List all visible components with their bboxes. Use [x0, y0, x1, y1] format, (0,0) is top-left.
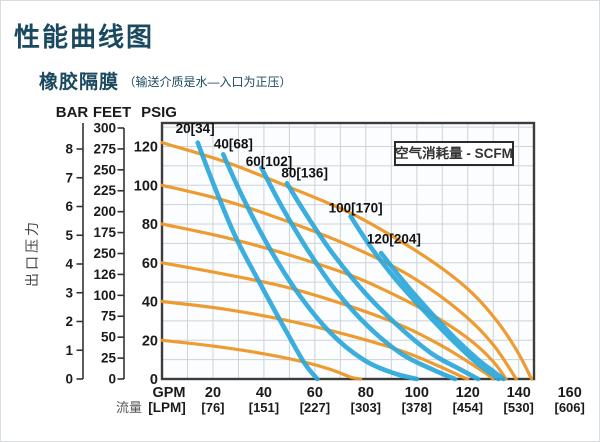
feet-tick-label: 75: [101, 309, 117, 324]
page-title: 性能曲线图: [14, 22, 155, 52]
air-curve-label: 100[170]: [329, 200, 383, 215]
feet-tick-label: 300: [93, 120, 116, 135]
plot-border: [160, 121, 536, 381]
gpm-tick-label: 80: [358, 385, 374, 401]
feet-tick-label: 250: [93, 162, 116, 177]
air-consumption-curves: [195, 140, 506, 382]
bar-tick-label: 3: [65, 285, 73, 300]
feet-tick-label: 200: [93, 204, 116, 219]
bar-axis-header: BAR: [56, 104, 89, 121]
feet-tick-label: 250: [93, 246, 116, 261]
air-curve-100[170]: [348, 214, 501, 382]
feet-tick-label: 225: [93, 183, 116, 198]
legend-label: 空气消耗量 - SCFM: [395, 145, 513, 161]
pressure-curve-60psi: [160, 261, 495, 381]
test-condition-note: （输送介质是水—入口为正压）: [123, 75, 292, 89]
gpm-unit-label: GPM: [152, 385, 185, 401]
psig-tick-label: 100: [134, 178, 158, 194]
gpm-tick-label: 160: [558, 385, 582, 401]
lpm-tick-label: [454]: [453, 400, 483, 415]
gpm-tick-label: 100: [405, 385, 429, 401]
legend: 空气消耗量 - SCFM: [394, 141, 514, 166]
psig-tick-label: 60: [142, 256, 158, 272]
bar-tick-label: 1: [65, 343, 73, 358]
gpm-tick-label: 20: [205, 385, 221, 401]
lpm-tick-label: [530]: [504, 400, 534, 415]
feet-tick-label: 50: [101, 330, 116, 345]
feet-tick-label: 0: [108, 372, 116, 387]
air-curve-label: 60[102]: [246, 154, 293, 169]
legend-box: [394, 141, 514, 166]
air-curve-80[136]: [284, 181, 481, 382]
flow-word-label: 流量: [116, 400, 142, 415]
air-curve-120[204]: [378, 250, 506, 382]
flow-axis: GPM 流量 [LPM] 20[76] 40[151] 60[227] 80[303] 100…: [116, 385, 585, 415]
lpm-tick-label: [303]: [351, 400, 381, 415]
gpm-tick-label: 120: [456, 385, 480, 401]
air-curve-labels: 20[34]40[68] 60[102]80[136] 100[170] 120[20…: [176, 121, 421, 246]
air-curve-20[34]: [195, 140, 320, 382]
gpm-tick-label: 140: [507, 385, 531, 401]
lpm-tick-label: [76]: [201, 400, 224, 415]
air-curve-60[102]: [259, 165, 458, 382]
air-curve-label: 20[34]: [176, 121, 215, 136]
chart-subtitle: 橡胶隔膜 （输送介质是水—入口为正压）: [39, 67, 291, 94]
psig-tick-label: 80: [142, 217, 158, 233]
bar-tick-label: 7: [65, 170, 73, 185]
air-curve-label: 80[136]: [281, 166, 328, 181]
bar-tick-label: 8: [65, 142, 73, 157]
feet-tick-label: 100: [93, 288, 116, 303]
psig-tick-label: 20: [142, 333, 158, 349]
air-curve-label: 40[68]: [214, 136, 253, 151]
psig-axis: 120 100 80 60 40 20 0: [134, 140, 158, 389]
gpm-tick-label: 60: [307, 385, 323, 401]
feet-tick-label: 25: [101, 351, 117, 366]
lpm-tick-label: [227]: [300, 400, 330, 415]
bar-axis: 8 7 6 5 4 3 2 1 0: [65, 123, 84, 387]
psig-tick-label: 120: [134, 140, 158, 156]
lpm-tick-label: [606]: [555, 400, 585, 415]
chart-canvas: BAR FEET PSIG87654321030027525022520017525…: [24, 104, 585, 415]
bar-tick-label: 6: [65, 199, 73, 214]
bar-tick-label: 5: [65, 228, 73, 243]
gpm-tick-label: 40: [256, 385, 272, 401]
psig-tick-label: 40: [142, 295, 158, 311]
psig-axis-header: PSIG: [141, 104, 177, 121]
diaphragm-type-label: 橡胶隔膜: [39, 72, 120, 93]
feet-tick-label: 275: [93, 141, 116, 156]
pressure-curve-100psi: [160, 183, 518, 381]
performance-chart: BAR FEET PSIG 8 7 6 5 4 3 2 1 0 300 275 250 225 200 175 25…: [21, 101, 591, 431]
pressure-curve-120psi: [160, 141, 534, 381]
air-curve-label: 120[204]: [367, 231, 421, 246]
bar-tick-label: 2: [65, 314, 73, 329]
bar-tick-label: 4: [65, 257, 73, 272]
axis-headers: BAR FEET PSIG: [56, 104, 177, 121]
feet-axis-header: FEET: [93, 104, 131, 121]
lpm-unit-label: [LPM]: [148, 400, 186, 415]
air-curve-40[68]: [220, 152, 420, 382]
outlet-pressure-axis-label: 出口压力: [24, 219, 40, 287]
bar-tick-label: 0: [65, 372, 73, 387]
pressure-curve-40psi: [160, 299, 470, 381]
psig-tick-label: 0: [150, 372, 158, 388]
lpm-tick-label: [378]: [402, 400, 432, 415]
lpm-tick-label: [151]: [249, 400, 279, 415]
feet-tick-label: 175: [93, 225, 116, 240]
feet-tick-label: 126: [93, 267, 116, 282]
